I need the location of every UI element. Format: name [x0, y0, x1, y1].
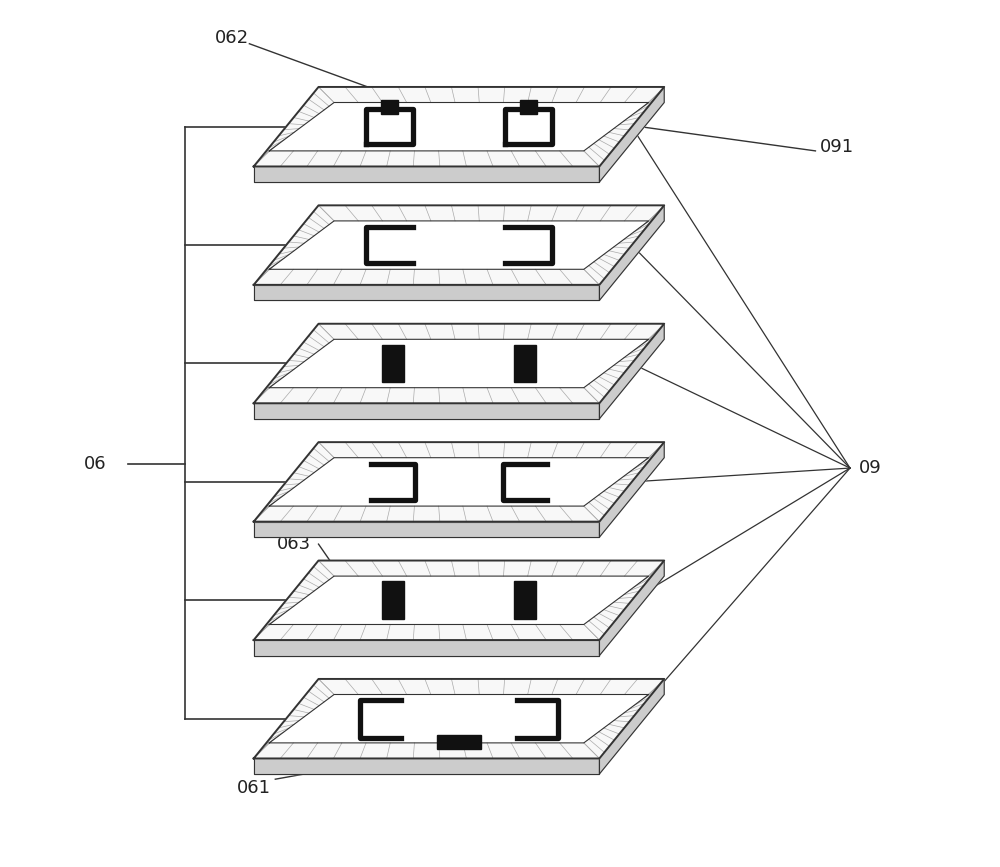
Polygon shape	[381, 100, 398, 114]
Polygon shape	[382, 582, 404, 619]
Polygon shape	[254, 205, 664, 285]
Polygon shape	[382, 344, 404, 382]
Polygon shape	[254, 87, 664, 166]
Polygon shape	[254, 166, 599, 182]
Polygon shape	[269, 102, 649, 151]
Polygon shape	[254, 323, 664, 403]
Text: 091: 091	[820, 138, 854, 155]
Polygon shape	[254, 759, 599, 774]
Text: 063: 063	[277, 535, 311, 553]
Polygon shape	[269, 458, 649, 506]
Polygon shape	[254, 442, 664, 522]
Text: 09: 09	[859, 459, 881, 477]
Polygon shape	[437, 735, 481, 749]
Polygon shape	[254, 561, 664, 640]
Polygon shape	[599, 323, 664, 419]
Polygon shape	[254, 640, 599, 655]
Text: 061: 061	[237, 779, 271, 797]
Polygon shape	[599, 205, 664, 300]
Polygon shape	[520, 100, 537, 114]
Polygon shape	[254, 285, 599, 300]
Polygon shape	[514, 344, 536, 382]
Polygon shape	[269, 694, 649, 743]
Polygon shape	[269, 339, 649, 388]
Polygon shape	[599, 87, 664, 182]
Text: 062: 062	[215, 29, 249, 47]
Polygon shape	[599, 442, 664, 538]
Polygon shape	[514, 582, 536, 619]
Polygon shape	[254, 679, 664, 759]
Polygon shape	[269, 221, 649, 270]
Polygon shape	[269, 576, 649, 624]
Polygon shape	[254, 403, 599, 419]
Polygon shape	[254, 522, 599, 538]
Polygon shape	[599, 561, 664, 655]
Text: 06: 06	[84, 455, 107, 473]
Polygon shape	[599, 679, 664, 774]
